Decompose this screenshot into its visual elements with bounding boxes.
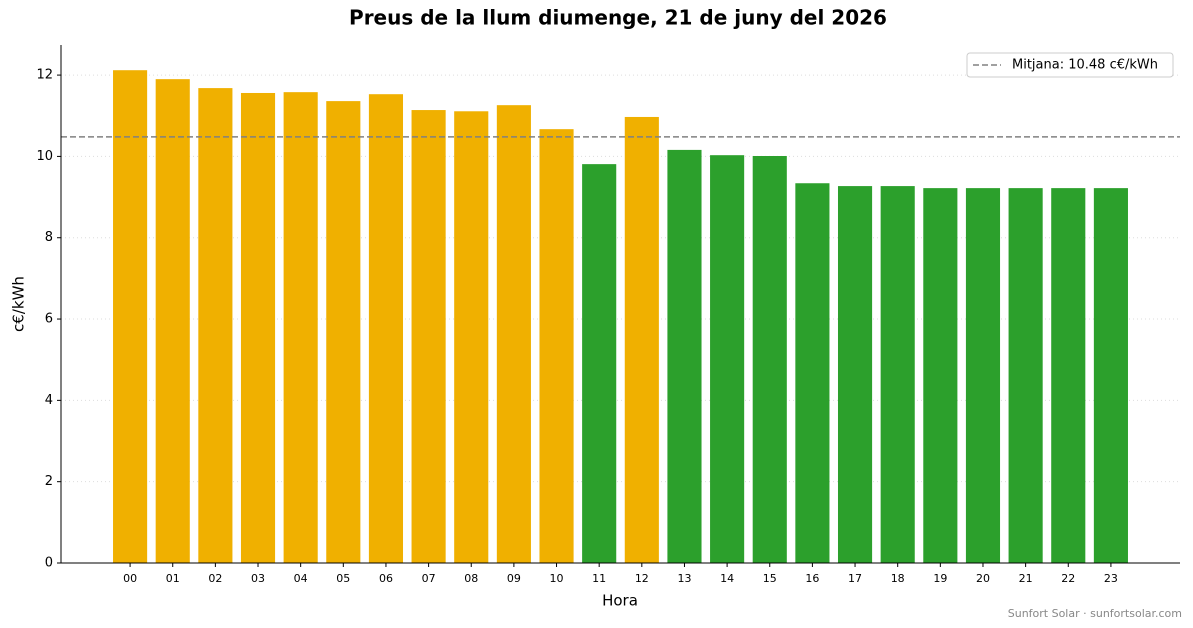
x-axis-label: Hora (602, 592, 638, 610)
bar (837, 186, 873, 564)
bar (283, 92, 318, 564)
bar (240, 92, 276, 563)
y-tick-label: 4 (45, 393, 53, 408)
legend-label: Mitjana: 10.48 c€/kWh (1012, 58, 1158, 73)
bar (496, 105, 531, 563)
x-tick-label: 08 (464, 572, 478, 585)
bar (752, 156, 787, 563)
bar (795, 183, 830, 563)
x-tick-label: 22 (1061, 572, 1075, 585)
bar (1051, 188, 1086, 563)
bar (710, 155, 745, 563)
x-tick-label: 05 (336, 572, 350, 585)
x-tick-label: 07 (422, 572, 436, 585)
bar (1008, 188, 1043, 563)
bar (454, 111, 489, 564)
x-tick-label: 11 (592, 572, 606, 585)
x-tick-label: 21 (1019, 572, 1033, 585)
y-tick-label: 8 (45, 230, 53, 245)
bar (965, 188, 1001, 563)
legend-box (966, 52, 1174, 78)
bar (368, 94, 404, 563)
bar (880, 186, 915, 564)
x-tick-label: 00 (123, 572, 137, 585)
x-tick-label: 10 (550, 572, 564, 585)
x-tick-label: 14 (720, 572, 734, 585)
x-tick-label: 19 (933, 572, 947, 585)
x-tick-label: 09 (507, 572, 521, 585)
x-tick-label: 23 (1104, 572, 1118, 585)
x-tick-label: 15 (763, 572, 777, 585)
y-tick-label: 2 (45, 474, 53, 489)
x-tick-label: 16 (805, 572, 819, 585)
bar (1093, 188, 1128, 563)
bar (326, 101, 361, 563)
x-tick-label: 06 (379, 572, 393, 585)
y-axis-label: c€/kWh (10, 276, 28, 332)
x-tick-label: 03 (251, 572, 265, 585)
x-tick-label: 02 (208, 572, 222, 585)
y-tick-label: 10 (36, 149, 53, 164)
x-tick-label: 12 (635, 572, 649, 585)
y-tick-label: 6 (45, 312, 53, 327)
x-tick-label: 18 (891, 572, 905, 585)
bar (411, 110, 446, 564)
chart-title: Preus de la llum diumenge, 21 de juny de… (349, 6, 887, 30)
bar (667, 149, 702, 563)
y-tick-label: 12 (36, 68, 53, 83)
bar (198, 88, 233, 563)
bar (155, 79, 190, 564)
bar (923, 188, 958, 563)
bar (582, 164, 617, 563)
bar (113, 70, 148, 563)
bar (539, 129, 574, 563)
x-tick-label: 13 (677, 572, 691, 585)
y-tick-label: 0 (45, 556, 53, 571)
x-tick-label: 04 (294, 572, 308, 585)
x-tick-label: 20 (976, 572, 990, 585)
bar (624, 116, 659, 563)
footer: Sunfort Solar · sunfortsolar.com (1008, 607, 1182, 620)
x-tick-label: 17 (848, 572, 862, 585)
x-tick-label: 01 (166, 572, 180, 585)
